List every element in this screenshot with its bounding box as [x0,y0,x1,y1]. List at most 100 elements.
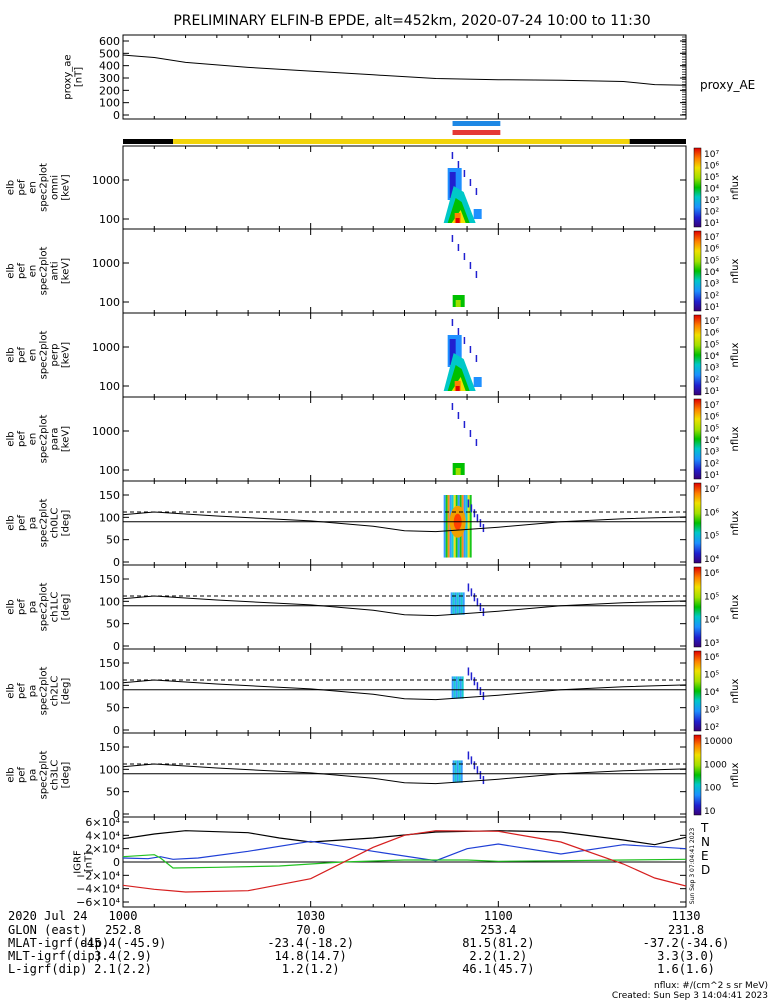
anti-speckle [469,262,472,269]
para-ylabel-4: para [50,428,61,451]
para-spectrogram [451,403,478,475]
ch3-pixel-col [456,760,459,783]
ch0-spectrogram [443,495,485,558]
para-ylabel-3: spec2plot [39,415,50,464]
ch1-losscone-curve [122,595,687,617]
row-2-value-1: 14.8(14.7) [275,949,347,963]
ch1-cbar-tick-3: 10³ [704,639,719,649]
anti-ylabel-0: elb [6,263,17,278]
omni-speckle [469,179,472,186]
igrf-legend-E: E [701,849,709,863]
ch3-speckle [473,761,476,770]
omni-speckle [463,170,466,177]
perp-ylabel-4: perp [50,344,61,367]
anti-speckle [475,271,478,278]
ch2-ytick-1: 100 [99,679,120,692]
panel-ch1: 150 100 50 0 elb pef pa spec2plot ch1LC [deg] 10⁶ 1… [6,564,741,653]
perp-cbar-tick-1: 10⁶ [704,329,719,339]
ch0-ylabel-2: pa [28,517,39,529]
omni-side-patch [473,209,482,219]
ch0-cbar-label: nflux [730,510,741,535]
ch3-ylabel-3: spec2plot [39,751,50,800]
ae-side-label: proxy_AE [700,78,755,92]
time-tick-1: 1030 [296,909,325,923]
ch2-cbar-tick-0: 10⁶ [704,653,719,663]
anti-cbar-tick-4: 10³ [704,280,719,290]
para-frame [122,396,687,482]
omni-spectrogram [443,152,482,223]
status-segment-2 [629,139,686,144]
anti-ylabel-4: anti [50,261,61,280]
omni-red-core [455,218,460,223]
ch1-ytick-3: 0 [113,640,120,653]
anti-ylabel-5: [keV] [61,258,72,284]
para-speckle [475,439,478,446]
status-segment-1 [173,139,630,144]
para-speckle [457,412,460,419]
ch2-colorbar [693,650,702,732]
ch1-cbar-tick-2: 10⁴ [704,616,719,626]
perp-ylabel-2: en [28,349,39,362]
ch1-speckle [467,583,470,592]
ch0-losscone-curve [122,511,687,533]
anti-frame [122,228,687,314]
row-2-value-3: 3.3(3.0) [657,949,715,963]
ch3-ylabel-0: elb [6,767,17,782]
anti-cbar-tick-1: 10⁶ [704,245,719,255]
ch1-cbar-tick-0: 10⁶ [704,569,719,579]
ch1-ytick-0: 150 [99,573,120,586]
omni-ylabel-3: spec2plot [39,163,50,212]
time-tick-3: 1130 [672,909,701,923]
perp-cbar-tick-2: 10⁵ [704,340,719,350]
time-tick-2: 1100 [484,909,513,923]
para-cbar-tick-3: 10⁴ [704,436,719,446]
row-label-3: L-igrf(dip) [8,962,87,976]
ch3-pixel-col [458,760,461,783]
anti-cbar-tick-3: 10⁴ [704,268,719,278]
igrf-series-N [123,840,686,862]
ch1-cbar-tick-1: 10⁵ [704,592,719,602]
perp-speckle [475,355,478,362]
panel-ch2: 150 100 50 0 elb pef pa spec2plot ch2LC [deg] 10⁶ 1… [6,648,741,737]
para-cbar-label: nflux [730,426,741,451]
para-cbar-tick-0: 10⁷ [704,401,719,411]
ch3-pixel-col [454,760,457,783]
para-cbar-tick-4: 10³ [704,448,719,458]
ch2-cbar-tick-1: 10⁵ [704,671,719,681]
anti-ylabel-2: en [28,265,39,278]
row-label-1: MLAT-igrf(dip) [8,936,109,950]
time-tick-0: 1000 [109,909,138,923]
ch1-ytick-1: 100 [99,595,120,608]
ch0-ylabel-5: [deg] [61,510,72,537]
ch0-speckle [467,499,470,508]
para-speckle [451,403,454,410]
ch0-ylabel-1: pef [17,515,28,532]
perp-ylabel-5: [keV] [61,342,72,368]
spin-marker-blue [452,121,501,126]
ae-ytick-2: 400 [99,60,120,73]
ch2-ylabel-0: elb [6,683,17,698]
perp-ylabel-3: spec2plot [39,331,50,380]
igrf-series-D [123,830,686,893]
row-3-value-2: 46.1(45.7) [462,962,534,976]
ch2-ylabel-3: spec2plot [39,667,50,716]
ch1-ytick-2: 50 [106,618,120,631]
para-cbar-tick-2: 10⁵ [704,424,719,434]
ch2-pixel-col [455,676,458,699]
ch3-speckle [470,756,473,765]
ch2-ylabel-5: [deg] [61,678,72,705]
row-3-value-0: 2.1(2.2) [94,962,152,976]
ch0-cbar-tick-3: 10⁴ [704,555,719,565]
perp-cbar-tick-5: 10² [704,375,719,385]
igrf-ytick-1: 4×10⁴ [85,829,120,842]
ae-ytick-6: 0 [113,109,120,122]
ch0-ytick-1: 100 [99,511,120,524]
perp-cbar-label: nflux [730,342,741,367]
igrf-ytick-4: −2×10⁴ [76,869,120,882]
omni-ytick-0: 1000 [92,174,120,187]
ch3-ytick-0: 150 [99,741,120,754]
